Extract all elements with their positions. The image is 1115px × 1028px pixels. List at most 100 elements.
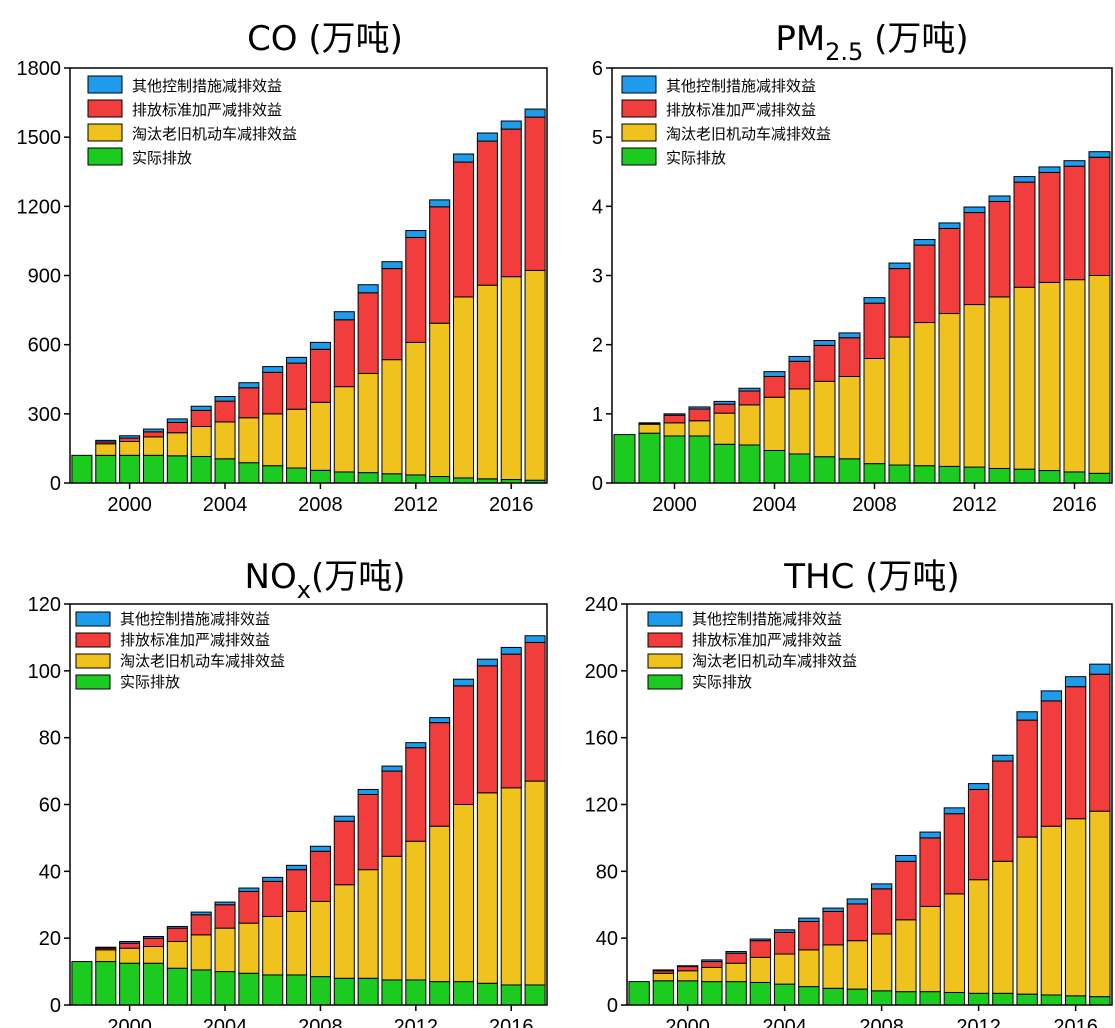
co-bar-other-2007: [286, 356, 308, 364]
co-xtick-label: 2012: [394, 494, 439, 516]
thc-bar-actual-2012: [967, 992, 990, 1006]
thc-bar-actual-2014: [1016, 993, 1038, 1006]
co-bar-eliminate-2001: [142, 436, 164, 456]
thc-legend-label: 实际排放: [692, 673, 752, 691]
thc-bar-other-2015: [1040, 690, 1063, 702]
thc-chart: 0 40 80 120 160 200 240 2000 2004 2008 2012 2016 THC…: [585, 557, 1113, 1028]
nox-bar-standard-2005: [238, 890, 260, 924]
co-bar-other-2011: [381, 261, 403, 270]
thc-bar-standard-2001: [701, 961, 723, 968]
pm25-xtick-label: 2008: [852, 494, 897, 516]
thc-bar-other-2005: [798, 917, 820, 922]
co-bar-standard-2015: [476, 140, 498, 286]
nox-bar-eliminate-2001: [142, 946, 164, 964]
pm25-bar-standard-2003: [738, 390, 761, 406]
pm25-bar-actual-1998: [613, 434, 636, 484]
pm25-bar-eliminate-2007: [838, 375, 861, 460]
co-bar-other-2017: [524, 108, 546, 118]
pm25-bar-eliminate-2009: [888, 336, 911, 466]
pm25-legend-swatch: [621, 123, 657, 142]
thc-ytick-label: 240: [585, 594, 618, 616]
pm25-bar-other-2010: [913, 239, 936, 246]
co-bar-other-2002: [166, 418, 188, 423]
thc-bar-other-2004: [773, 929, 796, 933]
pm25-bar-standard-2006: [813, 344, 836, 382]
co-bar-other-2016: [500, 120, 522, 130]
co-bar-eliminate-1999: [95, 443, 117, 456]
thc-bar-other-2011: [943, 807, 966, 815]
pm25-legend-swatch: [621, 99, 657, 118]
nox-ytick-label: 120: [28, 594, 61, 616]
nox-bar-actual-2012: [405, 979, 427, 1006]
co-bar-standard-2007: [286, 362, 308, 410]
thc-bar-standard-2006: [822, 910, 844, 946]
nox-bar-eliminate-2017: [524, 780, 546, 986]
thc-bar-other-1999: [652, 969, 675, 972]
thc-bar-eliminate-2012: [967, 879, 990, 994]
co-bar-standard-2005: [238, 387, 260, 419]
thc-chart-title: THC (万吨): [783, 557, 959, 597]
thc-bar-standard-2017: [1089, 673, 1111, 812]
nox-legend-swatch: [75, 653, 111, 669]
co-xtick-label: 2008: [298, 494, 343, 516]
co-bar-standard-2012: [405, 236, 427, 343]
co-bar-standard-2006: [262, 371, 284, 415]
pm25-bar-standard-2009: [888, 268, 911, 338]
co-ytick-label: 900: [28, 266, 61, 288]
nox-bar-standard-2014: [453, 685, 475, 805]
nox-bar-eliminate-2015: [476, 792, 498, 984]
thc-legend-label: 其他控制措施减排效益: [692, 610, 842, 628]
thc-bar-eliminate-2011: [943, 893, 966, 993]
pm25-legend-label: 淘汰老旧机动车减排效益: [666, 125, 831, 143]
co-xtick-label: 2000: [107, 494, 152, 516]
thc-bar-other-2001: [701, 959, 723, 963]
co-legend-swatch: [87, 123, 123, 142]
pm25-bar-actual-2006: [813, 456, 836, 484]
thc-bar-standard-2012: [967, 788, 990, 881]
thc-legend-swatch: [647, 632, 683, 648]
thc-legend-swatch: [647, 674, 683, 690]
nox-bar-standard-2010: [357, 793, 379, 871]
nox-bar-actual-2007: [286, 974, 308, 1006]
nox-ytick-label: 100: [28, 661, 61, 683]
co-bar-standard-2002: [166, 421, 188, 434]
co-bar-actual-2008: [309, 469, 331, 484]
nox-legend-swatch: [75, 674, 111, 690]
co-ytick-label: 1200: [17, 196, 62, 218]
co-bar-other-2009: [333, 311, 355, 321]
co-legend-label: 排放标准加严减排效益: [132, 101, 282, 119]
co-bar-eliminate-2017: [524, 269, 546, 481]
thc-bar-eliminate-2001: [701, 966, 723, 983]
co-bar-other-1999: [95, 439, 117, 443]
co-bar-actual-2013: [429, 476, 451, 484]
pm25-bar-standard-2011: [938, 227, 961, 315]
pm25-bar-actual-2005: [788, 453, 811, 484]
nox-bar-eliminate-2007: [286, 910, 308, 976]
pm25-bar-eliminate-2011: [938, 313, 961, 467]
co-bar-actual-2010: [357, 472, 379, 484]
co-bar-standard-2001: [142, 431, 164, 438]
co-bar-other-2013: [429, 199, 451, 208]
pm25-bar-standard-2004: [763, 375, 786, 398]
nox-bar-actual-2008: [309, 976, 331, 1006]
pm25-bar-other-2000: [663, 413, 686, 416]
co-bar-other-2008: [309, 341, 331, 350]
nox-bar-eliminate-2005: [238, 922, 260, 974]
nox-bar-eliminate-2012: [405, 840, 427, 981]
nox-bar-other-2000: [119, 941, 141, 944]
nox-bar-actual-2010: [357, 977, 379, 1006]
nox-ytick-label: 0: [50, 995, 61, 1017]
pm25-bar-standard-2010: [913, 244, 936, 324]
co-bar-standard-2016: [500, 128, 522, 278]
thc-bar-standard-2000: [676, 966, 699, 972]
thc-bar-actual-2005: [798, 986, 820, 1006]
co-bar-actual-1999: [95, 454, 117, 484]
co-bar-other-2006: [262, 366, 284, 373]
pm25-legend-swatch: [621, 147, 657, 166]
nox-bar-actual-1999: [95, 961, 117, 1006]
co-bar-actual-2009: [333, 471, 355, 484]
nox-bar-actual-2014: [453, 981, 475, 1006]
thc-bar-other-2010: [919, 831, 941, 839]
